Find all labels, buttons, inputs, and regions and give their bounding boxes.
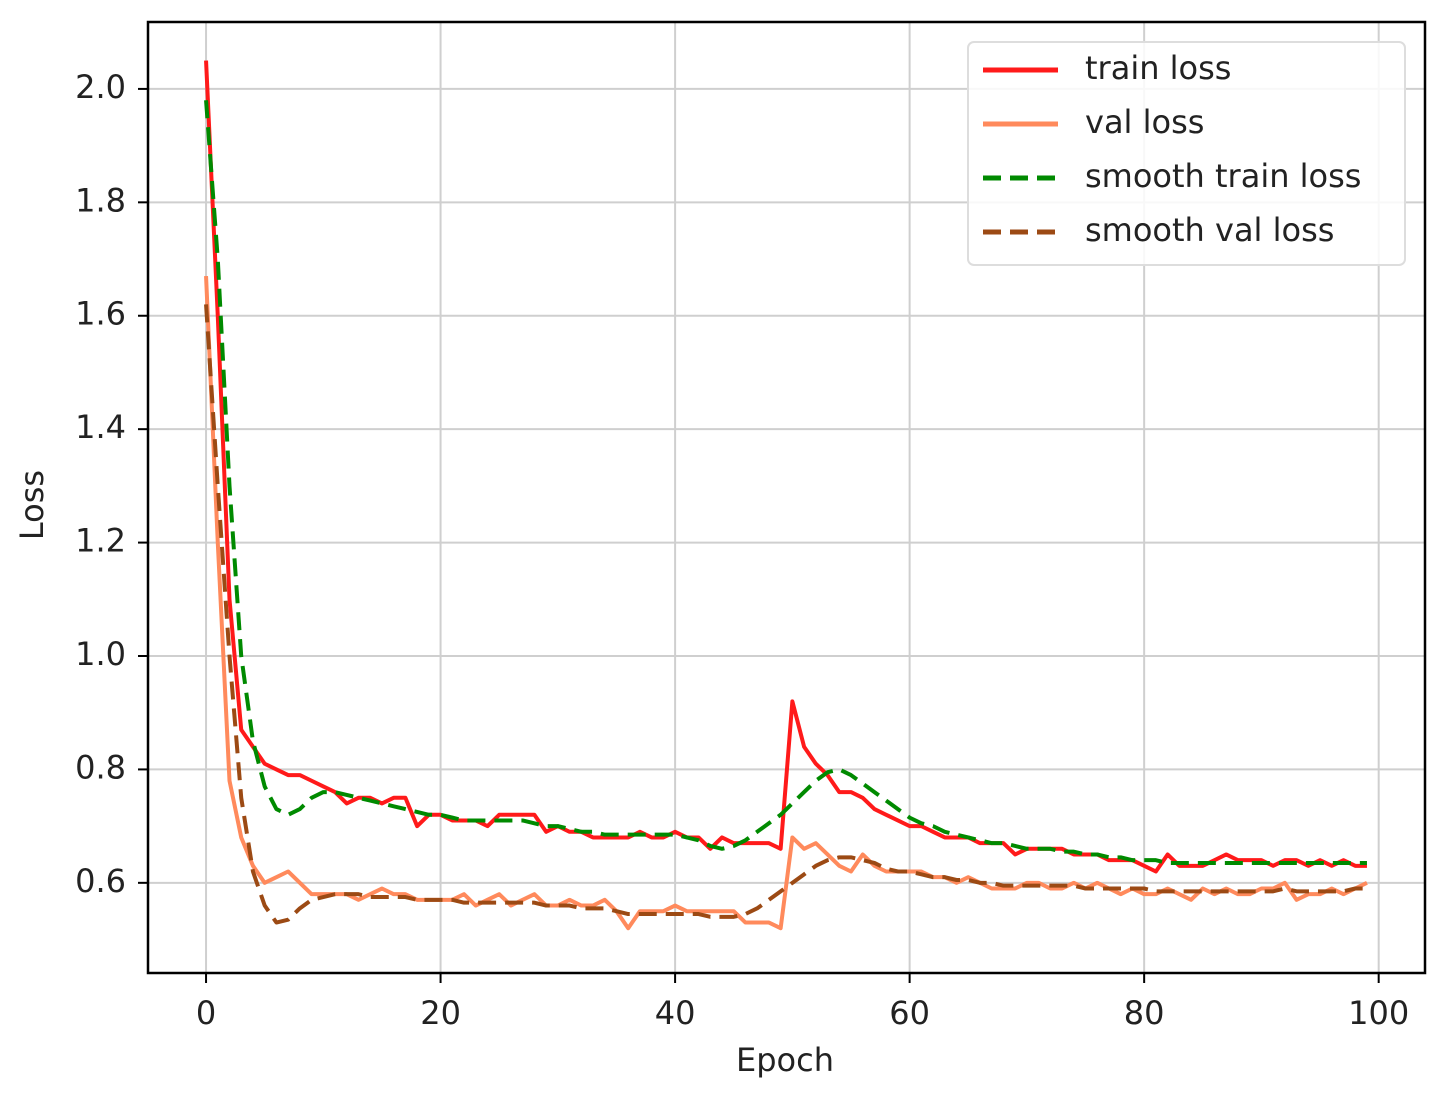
series-line xyxy=(204,60,1367,874)
y-tick-label: 2.0 xyxy=(75,68,126,106)
x-tick-label: 100 xyxy=(1348,994,1409,1032)
legend-label: train loss xyxy=(1085,49,1231,87)
y-tick-label: 1.8 xyxy=(75,181,126,219)
series-line xyxy=(204,304,1367,925)
x-tick-label: 40 xyxy=(655,994,696,1032)
legend-label: val loss xyxy=(1085,103,1204,141)
legend-label: smooth val loss xyxy=(1085,211,1334,249)
x-tick-label: 60 xyxy=(889,994,930,1032)
x-axis-label: Epoch xyxy=(736,1041,834,1079)
x-tick-label: 0 xyxy=(196,994,216,1032)
y-tick-label: 1.0 xyxy=(75,635,126,673)
series-line xyxy=(204,275,1368,931)
y-axis-label: Loss xyxy=(13,470,51,540)
y-tick-label: 1.2 xyxy=(75,522,126,560)
y-tick-label: 1.6 xyxy=(75,295,126,333)
legend-label: smooth train loss xyxy=(1085,157,1361,195)
plot-frame xyxy=(146,20,1427,975)
y-tick-label: 0.8 xyxy=(75,748,126,786)
y-tick-label: 1.4 xyxy=(75,408,126,446)
x-tick-label: 20 xyxy=(420,994,461,1032)
legend: train loss val loss smooth train loss smoot… xyxy=(967,41,1406,266)
y-tick-label: 0.6 xyxy=(75,862,126,900)
legend-box xyxy=(967,41,1406,266)
series-line xyxy=(204,100,1367,865)
x-tick-label: 80 xyxy=(1124,994,1165,1032)
